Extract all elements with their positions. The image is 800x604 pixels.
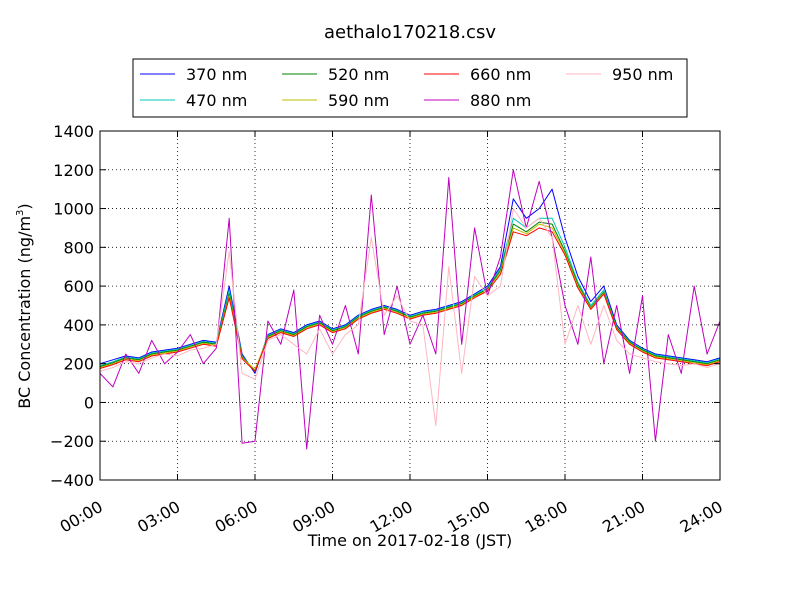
legend-frame — [132, 58, 688, 118]
y-tick-label: −400 — [50, 471, 94, 490]
chart-title: aethalo170218.csv — [324, 22, 496, 43]
legend: 370 nm 470 nm 520 nm 590 nm 660 nm 880 nm 950 … — [132, 58, 688, 118]
y-axis-label: BC Concentration (ng/m3) — [15, 203, 34, 408]
y-tick-label: 0 — [84, 393, 94, 412]
y-tick-label: −200 — [50, 432, 94, 451]
y-tick-label: 200 — [63, 355, 94, 374]
y-tick-label: 1000 — [53, 200, 94, 219]
x-axis-label: Time on 2017-02-18 (JST) — [307, 531, 512, 550]
legend-label: 520 nm — [328, 65, 389, 84]
series-layer — [99, 169, 721, 450]
series-line-880-nm — [99, 169, 721, 450]
legend-label: 950 nm — [612, 65, 673, 84]
y-axis-label-superscript: 3 — [15, 210, 26, 216]
legend-label: 470 nm — [186, 91, 247, 110]
legend-label: 370 nm — [186, 65, 247, 84]
legend-label: 590 nm — [328, 91, 389, 110]
y-tick-label: 400 — [63, 316, 94, 335]
legend-label: 660 nm — [470, 65, 531, 84]
y-axis-label-main: BC Concentration (ng/m — [15, 216, 34, 409]
y-axis-label-end: ) — [15, 203, 34, 209]
y-tick-label: 1200 — [53, 161, 94, 180]
series-line-660-nm — [99, 227, 721, 372]
series-line-370-nm — [99, 188, 721, 374]
y-tick-label: 800 — [63, 238, 94, 257]
y-tick-label: 1400 — [53, 122, 94, 141]
series-line-950-nm — [99, 208, 721, 427]
y-tick-label: 600 — [63, 277, 94, 296]
legend-label: 880 nm — [470, 91, 531, 110]
